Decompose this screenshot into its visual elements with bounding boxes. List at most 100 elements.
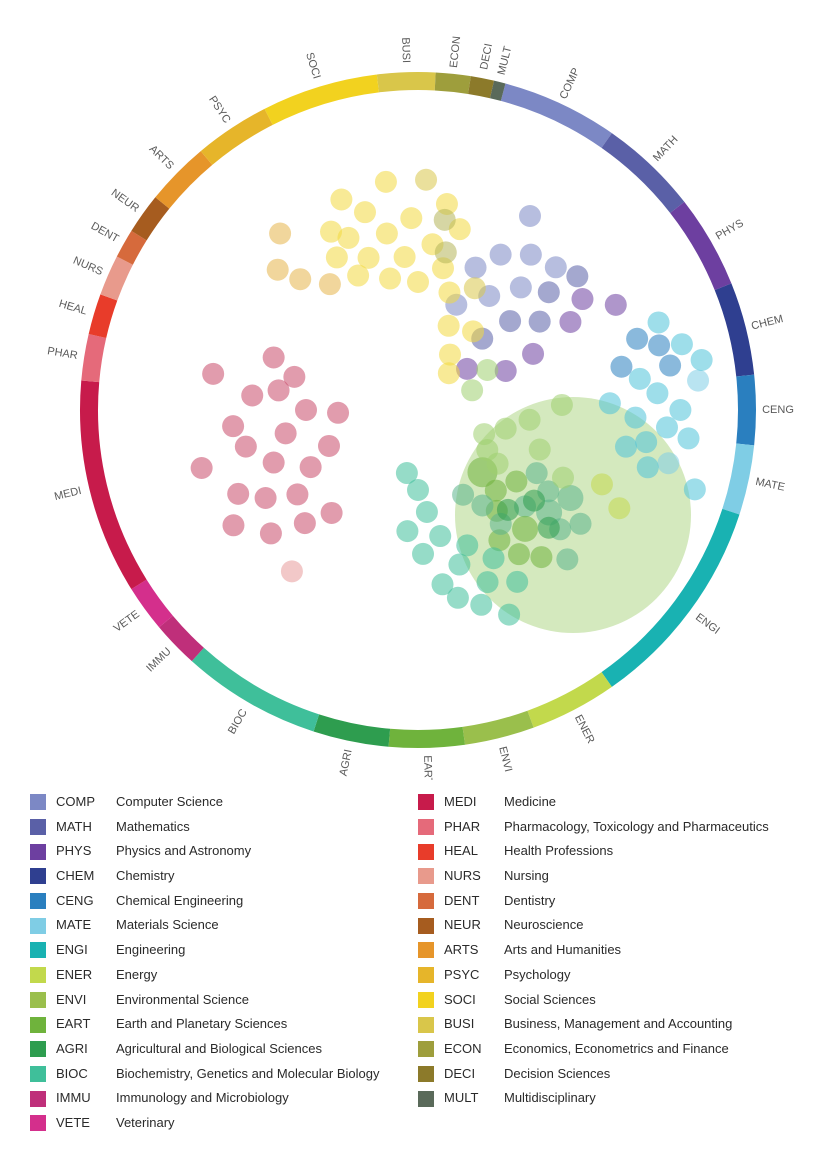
scatter-point: [431, 573, 453, 595]
scatter-point: [656, 416, 678, 438]
legend-full: Chemical Engineering: [116, 889, 418, 914]
ring-segment-heal: [89, 294, 118, 338]
scatter-point: [610, 356, 632, 378]
ring-label-deci: DECI: [478, 43, 495, 71]
ring-label-engi: ENGI: [693, 611, 722, 637]
legend-swatch: [30, 1017, 46, 1033]
legend-full: Health Professions: [504, 839, 806, 864]
legend-row-soci: SOCISocial Sciences: [418, 988, 806, 1013]
scatter-point: [456, 534, 478, 556]
legend-swatch: [418, 918, 434, 934]
scatter-point: [477, 571, 499, 593]
ring-label-medi: MEDI: [53, 485, 83, 503]
scatter-point: [538, 517, 560, 539]
ring-label-agri: AGRI: [338, 748, 355, 777]
scatter-point: [483, 547, 505, 569]
legend-full: Biochemistry, Genetics and Molecular Bio…: [116, 1062, 418, 1087]
legend-code: PSYC: [444, 963, 504, 988]
scatter-point: [551, 394, 573, 416]
ring-label-mult: MULT: [496, 45, 515, 76]
legend-full: Immunology and Microbiology: [116, 1086, 418, 1111]
scatter-point: [512, 516, 538, 542]
scatter-point: [462, 320, 484, 342]
legend-full: Agricultural and Biological Sciences: [116, 1037, 418, 1062]
legend-full: Pharmacology, Toxicology and Pharmaceuti…: [504, 815, 806, 840]
ring-label-mate: MATE: [754, 476, 786, 494]
ring-label-soci: SOCI: [303, 51, 322, 80]
scatter-point: [529, 439, 551, 461]
scatter-point: [626, 328, 648, 350]
scatter-point: [559, 311, 581, 333]
scatter-point: [570, 513, 592, 535]
scatter-point: [476, 359, 498, 381]
scatter-point: [523, 490, 545, 512]
ring-segment-phys: [670, 202, 731, 290]
legend-row-ener: ENEREnergy: [30, 963, 418, 988]
legend-full: Economics, Econometrics and Finance: [504, 1037, 806, 1062]
legend-swatch: [30, 918, 46, 934]
ring-label-eart: EART: [421, 755, 434, 780]
scatter-point: [691, 349, 713, 371]
scatter-point: [510, 276, 532, 298]
legend-code: MULT: [444, 1086, 504, 1111]
scatter-point: [557, 485, 583, 511]
scatter-point: [416, 501, 438, 523]
legend-code: BUSI: [444, 1012, 504, 1037]
scatter-point: [379, 268, 401, 290]
scatter-point: [659, 355, 681, 377]
legend-full: Engineering: [116, 938, 418, 963]
legend-code: ARTS: [444, 938, 504, 963]
legend-row-immu: IMMUImmunology and Microbiology: [30, 1086, 418, 1111]
ring-label-chem: CHEM: [750, 313, 784, 332]
legend-full: Mathematics: [116, 815, 418, 840]
scatter-point: [434, 209, 456, 231]
legend-full: Business, Management and Accounting: [504, 1012, 806, 1037]
ring-segment-agri: [314, 714, 391, 746]
ring-segment-mate: [722, 443, 754, 514]
legend-swatch: [30, 819, 46, 835]
scatter-point: [519, 205, 541, 227]
scatter-point: [678, 427, 700, 449]
scatter-point: [599, 392, 621, 414]
legend-swatch: [418, 868, 434, 884]
scatter-point: [202, 363, 224, 385]
legend-code: HEAL: [444, 839, 504, 864]
scatter-point: [624, 407, 646, 429]
ring-label-phar: PHAR: [46, 345, 78, 362]
legend-full: Medicine: [504, 790, 806, 815]
ring-segment-comp: [501, 84, 612, 148]
scatter-point: [499, 310, 521, 332]
ring-segment-psyc: [201, 109, 273, 165]
legend-row-vete: VETEVeterinary: [30, 1111, 418, 1136]
legend-full: Computer Science: [116, 790, 418, 815]
ring-segment-soci: [265, 75, 379, 125]
legend-swatch: [418, 794, 434, 810]
scatter-point: [295, 399, 317, 421]
scatter-point: [222, 415, 244, 437]
legend-row-phar: PHARPharmacology, Toxicology and Pharmac…: [418, 815, 806, 840]
scatter-point: [669, 399, 691, 421]
legend-row-mate: MATEMaterials Science: [30, 913, 418, 938]
legend-full: Energy: [116, 963, 418, 988]
legend-code: VETE: [56, 1111, 116, 1136]
legend-full: Nursing: [504, 864, 806, 889]
legend-swatch: [418, 1066, 434, 1082]
ring-segment-chem: [715, 283, 754, 376]
scatter-point: [255, 487, 277, 509]
legend-code: DENT: [444, 889, 504, 914]
scatter-point: [396, 462, 418, 484]
legend-row-agri: AGRIAgricultural and Biological Sciences: [30, 1037, 418, 1062]
scatter-point: [267, 259, 289, 281]
ring-label-heal: HEAL: [57, 298, 88, 318]
scatter-point: [545, 256, 567, 278]
legend-row-math: MATHMathematics: [30, 815, 418, 840]
legend-swatch: [30, 1066, 46, 1082]
legend-row-busi: BUSIBusiness, Management and Accounting: [418, 1012, 806, 1037]
scatter-point: [648, 334, 670, 356]
legend-code: EART: [56, 1012, 116, 1037]
ring-label-econ: ECON: [448, 35, 463, 68]
legend-full: Dentistry: [504, 889, 806, 914]
scatter-point: [286, 483, 308, 505]
ring-segment-nurs: [100, 257, 132, 301]
scatter-point: [471, 495, 493, 517]
